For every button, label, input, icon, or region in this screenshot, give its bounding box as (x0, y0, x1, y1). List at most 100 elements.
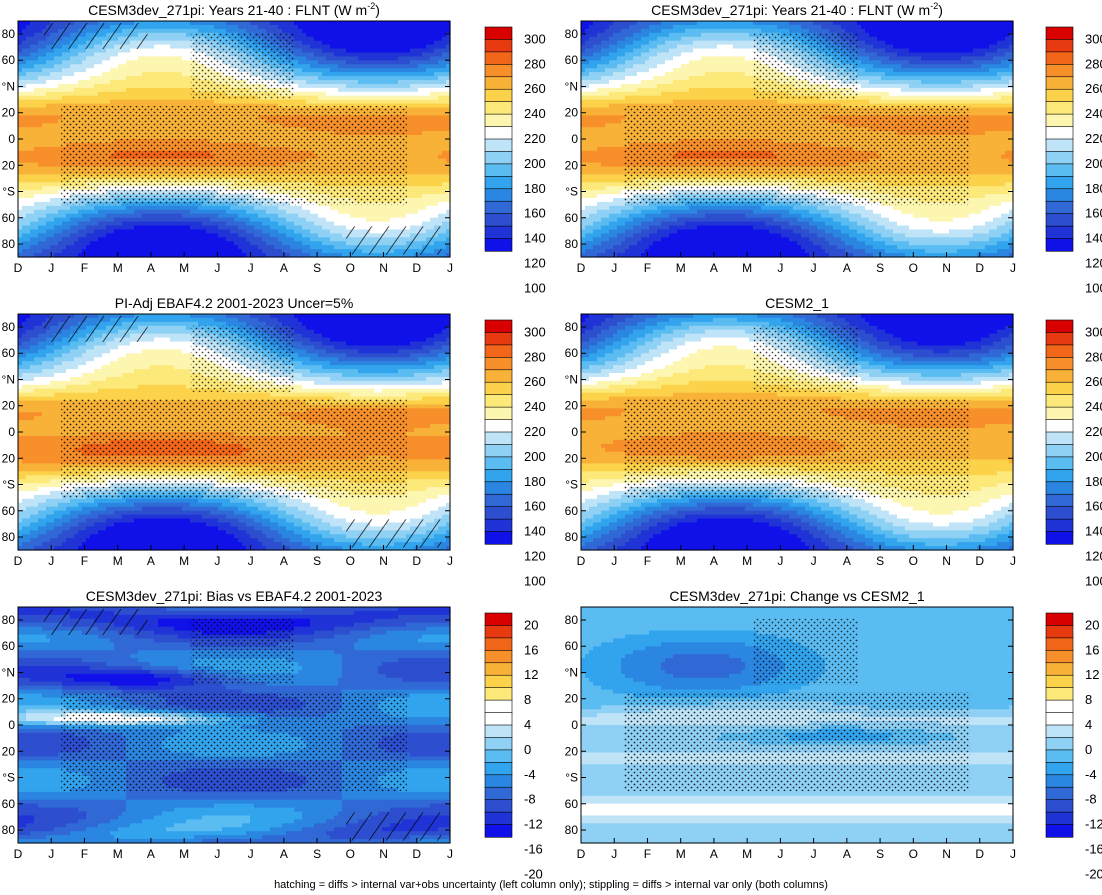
heatmap-cell (390, 33, 395, 38)
heatmap-cell (170, 25, 175, 30)
heatmap-cell (414, 49, 419, 54)
heatmap-cell (38, 45, 43, 50)
heatmap-cell (342, 49, 347, 54)
heatmap-cell (298, 33, 303, 38)
heatmap-cell (166, 29, 171, 34)
heatmap-cell (46, 52, 51, 57)
heatmap-cell (346, 49, 351, 54)
heatmap-cell (374, 37, 379, 42)
heatmap-cell (78, 49, 83, 54)
heatmap-cell (350, 25, 355, 30)
heatmap-cell (366, 33, 371, 38)
heatmap-cell (402, 29, 407, 34)
heatmap-cell (402, 21, 407, 26)
heatmap-cell (22, 49, 27, 54)
heatmap-cell (250, 29, 255, 34)
heatmap-cell (194, 21, 199, 26)
heatmap-cell (182, 41, 187, 46)
heatmap-cell (394, 41, 399, 46)
heatmap-cell (174, 33, 179, 38)
heatmap-cell (354, 45, 359, 50)
heatmap-cell (206, 29, 211, 34)
heatmap-cell (122, 52, 127, 57)
heatmap-cell (386, 45, 391, 50)
heatmap-cell (54, 52, 59, 57)
heatmap-cell (158, 25, 163, 30)
heatmap-cell (38, 29, 43, 34)
heatmap-cell (314, 37, 319, 42)
heatmap-cell (298, 49, 303, 54)
heatmap-cell (118, 49, 123, 54)
heatmap-cell (174, 21, 179, 26)
heatmap-cell (22, 52, 27, 57)
heatmap-cell (366, 21, 371, 26)
heatmap-cell (370, 21, 375, 26)
heatmap-cell (370, 29, 375, 34)
heatmap-cell (258, 29, 263, 34)
heatmap-cell (318, 41, 323, 46)
heatmap-cell (298, 29, 303, 34)
heatmap-cell (414, 37, 419, 42)
heatmap-cell (362, 29, 367, 34)
heatmap-cell (330, 29, 335, 34)
heatmap-cell (226, 29, 231, 34)
heatmap-cell (414, 29, 419, 34)
heatmap-cell (378, 37, 383, 42)
heatmap-cell (374, 29, 379, 34)
heatmap-cell (186, 37, 191, 42)
heatmap-cell (362, 37, 367, 42)
heatmap-cell (390, 41, 395, 46)
heatmap-cell (170, 52, 175, 57)
heatmap-cell (418, 41, 423, 46)
heatmap-cell (274, 29, 279, 34)
heatmap-cell (26, 21, 31, 26)
heatmap-cell (150, 25, 155, 30)
heatmap-cell (118, 52, 123, 57)
heatmap-cell (74, 52, 79, 57)
heatmap-cell (426, 37, 431, 42)
heatmap-cell (414, 33, 419, 38)
heatmap-cell (294, 45, 299, 50)
heatmap-cell (22, 37, 27, 42)
heatmap-cell (334, 29, 339, 34)
heatmap-cell (202, 25, 207, 30)
heatmap-cell (410, 21, 415, 26)
heatmap-cell (318, 29, 323, 34)
heatmap-cell (362, 21, 367, 26)
heatmap-cell (154, 29, 159, 34)
heatmap-cell (326, 49, 331, 54)
heatmap-cell (82, 49, 87, 54)
heatmap-cell (322, 29, 327, 34)
heatmap-cell (154, 41, 159, 46)
heatmap-cell (38, 49, 43, 54)
heatmap-cell (386, 33, 391, 38)
heatmap-cell (378, 29, 383, 34)
heatmap-cell (294, 33, 299, 38)
heatmap-cell (334, 45, 339, 50)
heatmap-cell (398, 41, 403, 46)
heatmap-cell (162, 21, 167, 26)
heatmap-cell (350, 21, 355, 26)
heatmap-cell (306, 49, 311, 54)
heatmap-cell (430, 45, 435, 50)
heatmap-cell (290, 29, 295, 34)
heatmap-cell (178, 41, 183, 46)
heatmap-cell (410, 33, 415, 38)
heatmap-cell (322, 41, 327, 46)
heatmap-cell (178, 25, 183, 30)
heatmap-cell (158, 37, 163, 42)
heatmap-cell (302, 41, 307, 46)
heatmap-cell (342, 41, 347, 46)
heatmap-cell (442, 25, 447, 30)
heatmap-cell (382, 33, 387, 38)
heatmap-cell (246, 21, 251, 26)
heatmap-cell (374, 45, 379, 50)
heatmap-cell (326, 37, 331, 42)
heatmap-cell (270, 25, 275, 30)
heatmap-cell (434, 25, 439, 30)
heatmap-cell (350, 41, 355, 46)
heatmap-cell (390, 21, 395, 26)
heatmap-cell (402, 25, 407, 30)
heatmap-cell (354, 49, 359, 54)
heatmap-cell (74, 49, 79, 54)
